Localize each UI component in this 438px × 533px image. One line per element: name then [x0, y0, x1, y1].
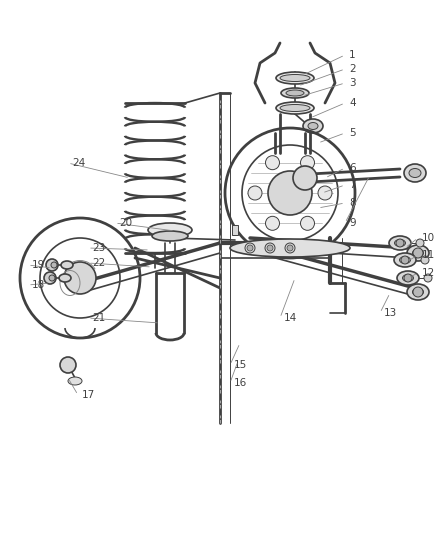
Text: 17: 17 — [82, 390, 95, 400]
Circle shape — [265, 156, 279, 169]
Ellipse shape — [413, 249, 424, 257]
Text: 1: 1 — [349, 50, 356, 60]
Ellipse shape — [152, 231, 188, 241]
Ellipse shape — [61, 261, 73, 269]
Ellipse shape — [303, 119, 323, 133]
Text: 12: 12 — [422, 268, 435, 278]
Circle shape — [300, 216, 314, 230]
Circle shape — [60, 357, 76, 373]
Circle shape — [44, 272, 56, 284]
Circle shape — [287, 245, 293, 251]
Text: 20: 20 — [119, 218, 132, 228]
Polygon shape — [232, 225, 238, 235]
Ellipse shape — [399, 256, 410, 263]
Text: 3: 3 — [349, 78, 356, 88]
Ellipse shape — [285, 243, 295, 253]
Ellipse shape — [276, 72, 314, 84]
Ellipse shape — [413, 288, 424, 296]
Ellipse shape — [397, 271, 419, 285]
Ellipse shape — [407, 245, 429, 261]
Circle shape — [401, 256, 409, 264]
Circle shape — [300, 156, 314, 169]
Circle shape — [293, 166, 317, 190]
Text: 15: 15 — [234, 360, 247, 370]
Circle shape — [46, 259, 58, 271]
Circle shape — [416, 239, 424, 247]
Ellipse shape — [245, 243, 255, 253]
Text: 10: 10 — [422, 233, 435, 243]
Text: 22: 22 — [92, 258, 105, 268]
Circle shape — [248, 186, 262, 200]
Circle shape — [396, 239, 404, 247]
Ellipse shape — [148, 223, 192, 237]
Text: 14: 14 — [284, 313, 297, 323]
Text: 24: 24 — [72, 158, 85, 168]
Circle shape — [64, 262, 96, 294]
Text: 11: 11 — [422, 250, 435, 260]
Text: 19: 19 — [32, 260, 45, 270]
Ellipse shape — [59, 274, 71, 282]
Ellipse shape — [286, 90, 304, 96]
Text: 23: 23 — [92, 243, 105, 253]
Ellipse shape — [404, 164, 426, 182]
Ellipse shape — [265, 243, 275, 253]
Ellipse shape — [403, 274, 413, 281]
Circle shape — [413, 248, 423, 258]
Circle shape — [318, 186, 332, 200]
Circle shape — [247, 245, 253, 251]
Circle shape — [421, 256, 429, 264]
Text: 4: 4 — [349, 98, 356, 108]
Text: 6: 6 — [349, 163, 356, 173]
Circle shape — [49, 275, 55, 281]
Ellipse shape — [409, 168, 421, 177]
Ellipse shape — [281, 88, 309, 98]
Ellipse shape — [276, 102, 314, 114]
Circle shape — [413, 287, 423, 297]
Ellipse shape — [230, 239, 350, 257]
Text: 18: 18 — [32, 280, 45, 290]
Text: 2: 2 — [349, 64, 356, 74]
Text: 5: 5 — [349, 128, 356, 138]
Ellipse shape — [280, 104, 310, 111]
Text: 16: 16 — [234, 378, 247, 388]
Ellipse shape — [308, 123, 318, 130]
Text: 13: 13 — [384, 308, 397, 318]
Ellipse shape — [395, 239, 406, 246]
Text: 21: 21 — [92, 313, 105, 323]
Ellipse shape — [407, 284, 429, 300]
Circle shape — [265, 216, 279, 230]
Circle shape — [267, 245, 273, 251]
Circle shape — [268, 171, 312, 215]
Circle shape — [404, 274, 412, 282]
Circle shape — [424, 274, 432, 282]
Circle shape — [51, 262, 57, 268]
Text: 8: 8 — [349, 198, 356, 208]
Ellipse shape — [280, 75, 310, 82]
Ellipse shape — [394, 253, 416, 267]
Text: 9: 9 — [349, 218, 356, 228]
Text: 7: 7 — [349, 180, 356, 190]
Ellipse shape — [389, 236, 411, 250]
Ellipse shape — [68, 377, 82, 385]
